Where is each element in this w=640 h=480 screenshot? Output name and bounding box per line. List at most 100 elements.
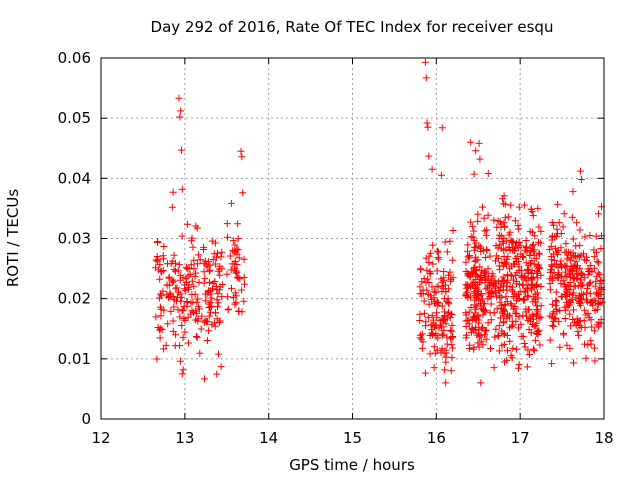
data-point bbox=[206, 299, 214, 306]
data-point bbox=[502, 293, 510, 301]
data-point bbox=[466, 293, 474, 301]
data-point bbox=[497, 302, 505, 310]
data-point bbox=[582, 354, 590, 362]
data-point bbox=[506, 337, 514, 345]
data-point bbox=[500, 219, 508, 227]
data-point bbox=[438, 345, 446, 353]
data-point bbox=[418, 330, 426, 338]
data-point bbox=[482, 285, 490, 293]
data-point bbox=[593, 305, 601, 313]
data-point bbox=[534, 289, 541, 297]
data-point bbox=[511, 303, 519, 310]
data-point bbox=[494, 332, 502, 340]
data-point bbox=[481, 227, 489, 235]
data-point bbox=[501, 214, 509, 222]
data-point bbox=[586, 299, 594, 307]
data-point bbox=[530, 293, 538, 301]
data-point bbox=[417, 266, 425, 274]
data-point bbox=[470, 170, 478, 178]
data-point bbox=[554, 200, 562, 208]
data-point bbox=[486, 252, 494, 260]
data-point bbox=[481, 327, 489, 335]
data-point bbox=[566, 297, 574, 305]
data-point bbox=[548, 232, 556, 240]
data-point bbox=[587, 337, 595, 345]
data-point bbox=[597, 245, 605, 252]
data-point bbox=[480, 300, 488, 308]
data-point bbox=[444, 314, 451, 322]
data-point bbox=[197, 325, 205, 333]
data-points bbox=[152, 58, 606, 387]
data-point bbox=[157, 325, 165, 333]
data-point bbox=[562, 292, 570, 300]
data-point bbox=[552, 244, 560, 252]
data-point bbox=[464, 241, 472, 249]
data-point bbox=[442, 346, 450, 354]
data-point bbox=[438, 288, 446, 295]
data-point bbox=[194, 317, 202, 325]
data-point bbox=[441, 366, 449, 374]
data-point bbox=[480, 308, 488, 316]
data-point bbox=[515, 364, 522, 372]
data-point bbox=[492, 325, 500, 333]
data-point bbox=[505, 213, 513, 221]
data-point bbox=[464, 253, 472, 261]
data-point bbox=[184, 313, 192, 321]
data-point bbox=[498, 308, 506, 316]
data-point bbox=[422, 318, 430, 326]
data-point bbox=[594, 300, 602, 308]
data-point bbox=[438, 323, 446, 331]
data-point bbox=[224, 293, 232, 301]
data-point bbox=[508, 272, 516, 280]
y-tick-label: 0.01 bbox=[58, 350, 91, 368]
data-point bbox=[497, 220, 505, 228]
data-point bbox=[423, 119, 431, 127]
data-point bbox=[446, 237, 454, 245]
data-point bbox=[520, 272, 528, 280]
data-point bbox=[156, 290, 164, 298]
data-point bbox=[440, 326, 448, 334]
data-point bbox=[211, 239, 219, 247]
data-point bbox=[470, 345, 478, 353]
data-point bbox=[565, 248, 573, 256]
data-point bbox=[168, 203, 176, 211]
data-point bbox=[554, 250, 562, 258]
data-point bbox=[156, 303, 164, 311]
data-point bbox=[209, 256, 217, 263]
data-point bbox=[432, 288, 440, 296]
data-point bbox=[175, 261, 183, 269]
data-point bbox=[152, 313, 160, 321]
data-point bbox=[528, 208, 536, 216]
data-point bbox=[418, 344, 426, 352]
data-point bbox=[185, 339, 192, 347]
data-point bbox=[189, 243, 197, 251]
data-point bbox=[192, 333, 200, 340]
data-point bbox=[594, 269, 602, 277]
data-point bbox=[574, 269, 582, 277]
data-point bbox=[586, 279, 594, 287]
data-point bbox=[468, 324, 476, 332]
data-point bbox=[534, 268, 541, 276]
data-point bbox=[216, 283, 224, 291]
data-point bbox=[496, 287, 504, 295]
data-point bbox=[203, 337, 211, 344]
data-point bbox=[593, 273, 601, 281]
data-point bbox=[444, 285, 452, 293]
data-point bbox=[469, 223, 477, 231]
data-point bbox=[486, 309, 494, 317]
data-point bbox=[569, 273, 577, 281]
data-point bbox=[482, 335, 490, 343]
data-point bbox=[533, 269, 541, 277]
data-point bbox=[475, 139, 483, 147]
data-point bbox=[468, 280, 476, 288]
data-point bbox=[562, 240, 570, 248]
data-point bbox=[593, 257, 601, 265]
data-point bbox=[425, 279, 433, 286]
data-point bbox=[223, 220, 231, 228]
data-point bbox=[563, 341, 571, 349]
data-point bbox=[438, 330, 446, 338]
data-point bbox=[512, 255, 520, 262]
data-point bbox=[533, 302, 541, 310]
data-point bbox=[504, 332, 511, 339]
data-point bbox=[170, 266, 178, 274]
